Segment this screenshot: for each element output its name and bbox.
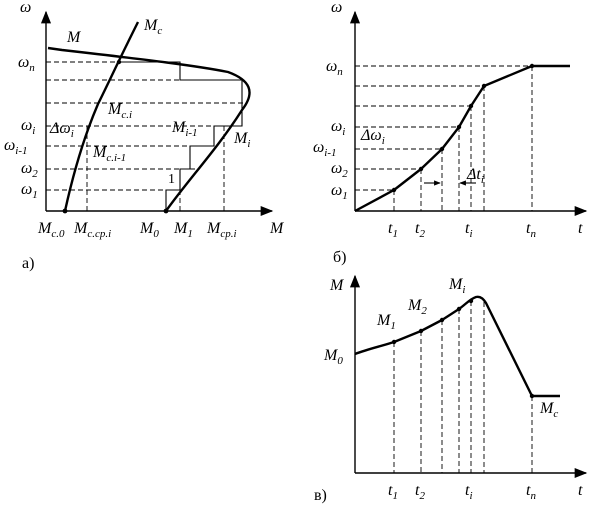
panel-a: M Mс Mc.i Mc.i-1 Mi-1 Mi 1 Δωi ω ωn ωi ω… [4,0,285,272]
tick-a-omega-1: ω1 [21,181,38,201]
label-M1: M1 [376,312,396,332]
tick-b-omega-i: ωi [331,118,345,138]
panel-c-x-label: t [578,482,583,499]
tick-b-omega-im1: ωi-1 [313,139,337,159]
tick-a-M0: M0 [139,220,159,240]
panel-a-staircase [120,61,243,211]
panel-c-tag: в) [314,487,327,504]
tick-a-omega-2: ω2 [21,160,38,180]
tick-a-Mc0: Mc.0 [37,220,65,240]
tick-b-omega-n: ωn [326,58,343,78]
curve-motor-torque [47,46,251,212]
tick-a-Mccpi: Mc.cp.i [73,220,111,240]
label-Mci: Mc.i [107,101,132,121]
panel-a-y-label: ω [20,0,31,16]
label-Mc-c: Mс [539,400,558,420]
tick-a-M1: M1 [173,220,193,240]
label-curve-M: M [66,29,82,46]
tick-b-t2: t2 [415,220,425,240]
label-M2: M2 [407,297,427,317]
curve-load-torque [63,21,140,212]
label-Mi-c: Mi [448,276,465,296]
panel-a-level-lines [46,61,244,191]
panel-b-points [391,63,535,193]
panel-b-tag: б) [333,249,346,266]
label-delta-omega-a: Δωi [49,120,74,140]
tick-a-omega-i: ωi [21,117,35,137]
tick-a-omega-im1: ωi-1 [4,137,28,157]
panel-c-y-label: M [329,277,345,294]
panel-a-vertical-lines [86,126,225,211]
label-Mcim1: Mc.i-1 [92,144,126,164]
panel-b: Δti Δωi ω ωn ωi ωi-1 ω2 ω1 t1 t2 ti tп t… [313,0,588,266]
panel-c-points [391,298,535,399]
label-Mim1: Mi-1 [171,119,198,139]
curve-torque-vs-time [354,295,560,398]
panel-c: M M0 M1 M2 Mi Mс t1 t2 ti tп t в) [314,274,588,504]
tick-a-omega-n: ωn [18,54,35,74]
tick-a-Mcpi: Mcp.i [206,220,237,240]
curve-speed-vs-time [354,64,570,213]
label-M0: M0 [323,347,343,367]
label-delta-t: Δti [466,166,484,186]
panel-b-x-label: t [578,220,583,237]
tick-b-t1: t1 [388,220,398,240]
tick-c-t1: t1 [388,482,398,502]
panel-a-x-label: M [269,220,285,237]
panel-b-level-lines [355,65,532,191]
panel-b-y-label: ω [331,0,342,16]
label-step-1: 1 [168,172,175,187]
tick-c-t2: t2 [415,482,425,502]
tick-b-omega-1: ω1 [331,182,348,202]
tick-b-ti: ti [465,220,473,240]
label-Mi: Mi [233,130,250,150]
panel-a-tag: а) [22,255,34,272]
label-delta-omega-b: Δωi [360,127,385,147]
panel-b-vertical-lines [393,66,533,211]
tick-c-tn: tп [526,482,536,502]
tick-b-omega-2: ω2 [331,160,348,180]
tick-b-tn: tп [526,220,536,240]
label-curve-Mc: Mс [143,17,162,37]
panel-c-vertical-lines [393,301,533,473]
panel-a-points [62,59,169,214]
tick-c-ti: ti [465,482,473,502]
